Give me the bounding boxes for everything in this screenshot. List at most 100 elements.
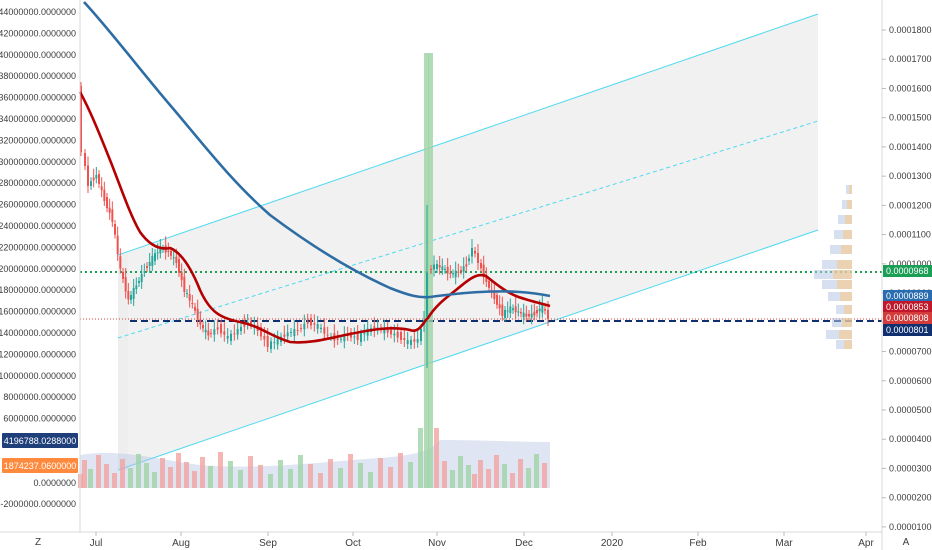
candle-body xyxy=(266,336,269,347)
candle-body xyxy=(316,324,319,329)
volume-bar xyxy=(184,462,189,488)
candle-body xyxy=(286,332,289,337)
volume-bar xyxy=(288,469,293,488)
candle-body xyxy=(438,265,441,268)
candle-body xyxy=(457,271,460,273)
right-axis-tick-label: 0.0001400 xyxy=(889,142,932,152)
candle-body xyxy=(400,332,402,340)
right-axis-tick-label: 0.0001600 xyxy=(889,83,932,93)
auto-scale-toggle-icon[interactable]: A xyxy=(903,537,910,548)
slow-moving-average-line xyxy=(83,1,551,299)
candle-body xyxy=(114,224,116,235)
candle-body xyxy=(167,250,170,252)
candle-body xyxy=(191,303,194,304)
candle-body xyxy=(216,327,219,330)
volume-bar xyxy=(160,458,165,488)
candle-body xyxy=(514,306,517,313)
left-axis-tick-label: -2000000.0000000 xyxy=(0,499,76,509)
candle-body xyxy=(406,340,409,344)
volume-bar xyxy=(88,469,93,488)
volume-profile-bar xyxy=(843,230,852,239)
time-axis-tick-label: Apr xyxy=(858,538,874,549)
volume-bar xyxy=(318,473,323,488)
candle-body xyxy=(240,326,242,331)
candle-body xyxy=(151,256,154,266)
candle-body xyxy=(300,328,302,329)
volume-bar xyxy=(104,464,109,488)
left-axis-tick-label: 24000000.0000000 xyxy=(0,221,76,231)
candle-body xyxy=(496,295,498,305)
candle-body xyxy=(386,329,389,333)
right-axis-tick-label: 0.0000500 xyxy=(889,405,932,415)
candle-body xyxy=(290,332,292,333)
moving-averages xyxy=(78,1,852,349)
right-axis-marker-bg xyxy=(883,290,932,302)
right-axis-marker-bg xyxy=(883,265,932,277)
candle-body xyxy=(477,253,479,263)
volume-bar xyxy=(518,459,523,488)
left-axis-tick-label: 34000000.0000000 xyxy=(0,114,76,124)
left-axis-marker-label: 1874237.0600000 xyxy=(4,461,77,471)
candle-body xyxy=(480,263,482,269)
time-axis-tick-label: Feb xyxy=(689,538,707,549)
candle-body xyxy=(468,258,470,261)
right-axis-marker-bg xyxy=(883,324,932,336)
right-axis-tick-label: 0.0001300 xyxy=(889,171,932,181)
candle-body xyxy=(313,323,316,325)
volume-bar xyxy=(472,474,477,488)
candle-body xyxy=(390,330,392,335)
volume-bar xyxy=(328,459,333,488)
left-axis-tick-label: 26000000.0000000 xyxy=(0,200,76,210)
candle-body xyxy=(462,266,465,272)
candle-body xyxy=(517,311,520,313)
volume-bar xyxy=(542,463,547,488)
candle-body xyxy=(194,307,196,311)
candle-body xyxy=(485,275,488,282)
candle-body xyxy=(353,336,356,338)
volume-bar xyxy=(408,462,413,488)
volume-bar xyxy=(278,460,283,488)
volume-bar xyxy=(82,460,87,488)
candle-body xyxy=(183,276,186,292)
right-axis-tick-label: 0.0000300 xyxy=(889,463,932,473)
volume-bar xyxy=(258,465,263,488)
candle-body xyxy=(90,181,92,186)
candle-body xyxy=(393,333,396,336)
candle-body xyxy=(233,333,236,335)
right-axis-tick-label: 0.0000400 xyxy=(889,434,932,444)
volume-bar xyxy=(466,465,471,488)
time-axis-tick-label: Mar xyxy=(775,538,793,549)
left-axis-marker-bg xyxy=(2,433,78,448)
candle-body xyxy=(103,189,106,201)
volume-bar xyxy=(526,468,531,488)
candle-body xyxy=(520,312,522,314)
candle-body xyxy=(444,269,446,270)
candle-body xyxy=(84,153,86,166)
candle-body xyxy=(383,328,386,334)
candle-body xyxy=(410,339,412,345)
left-axis-tick-label: 6000000.0000000 xyxy=(3,414,76,424)
candle-body xyxy=(310,318,312,326)
candle-body xyxy=(178,259,180,273)
volume-bar xyxy=(486,469,491,488)
time-axis[interactable]: Jul Aug Sep Oct Nov Dec 2020 Feb Mar Apr xyxy=(90,532,875,549)
channel-upper-line xyxy=(117,13,819,256)
volume-bar xyxy=(442,461,447,488)
candle-body xyxy=(441,266,444,270)
left-axis-tick-label: 38000000.0000000 xyxy=(0,71,76,81)
candle-body xyxy=(119,256,122,269)
volume-profile-bar xyxy=(845,215,852,224)
volume-bar xyxy=(458,456,463,488)
right-axis: 0.0001800 0.0001700 0.0001600 0.0001500 0.00… xyxy=(882,25,932,532)
candle-body xyxy=(336,338,339,340)
log-scale-toggle-icon[interactable]: Z xyxy=(35,537,41,548)
candle-body xyxy=(488,281,490,288)
left-axis-marker-bg xyxy=(2,458,78,473)
price-markers: 4196788.0288000 1874237.0600000 0.0000968 0… xyxy=(2,265,932,473)
volume-bar xyxy=(494,455,499,488)
time-axis-tick-label: Nov xyxy=(428,538,446,549)
volume-profile-bar xyxy=(849,185,852,194)
candle-body xyxy=(436,264,438,269)
volume-profile-bar xyxy=(839,330,852,339)
